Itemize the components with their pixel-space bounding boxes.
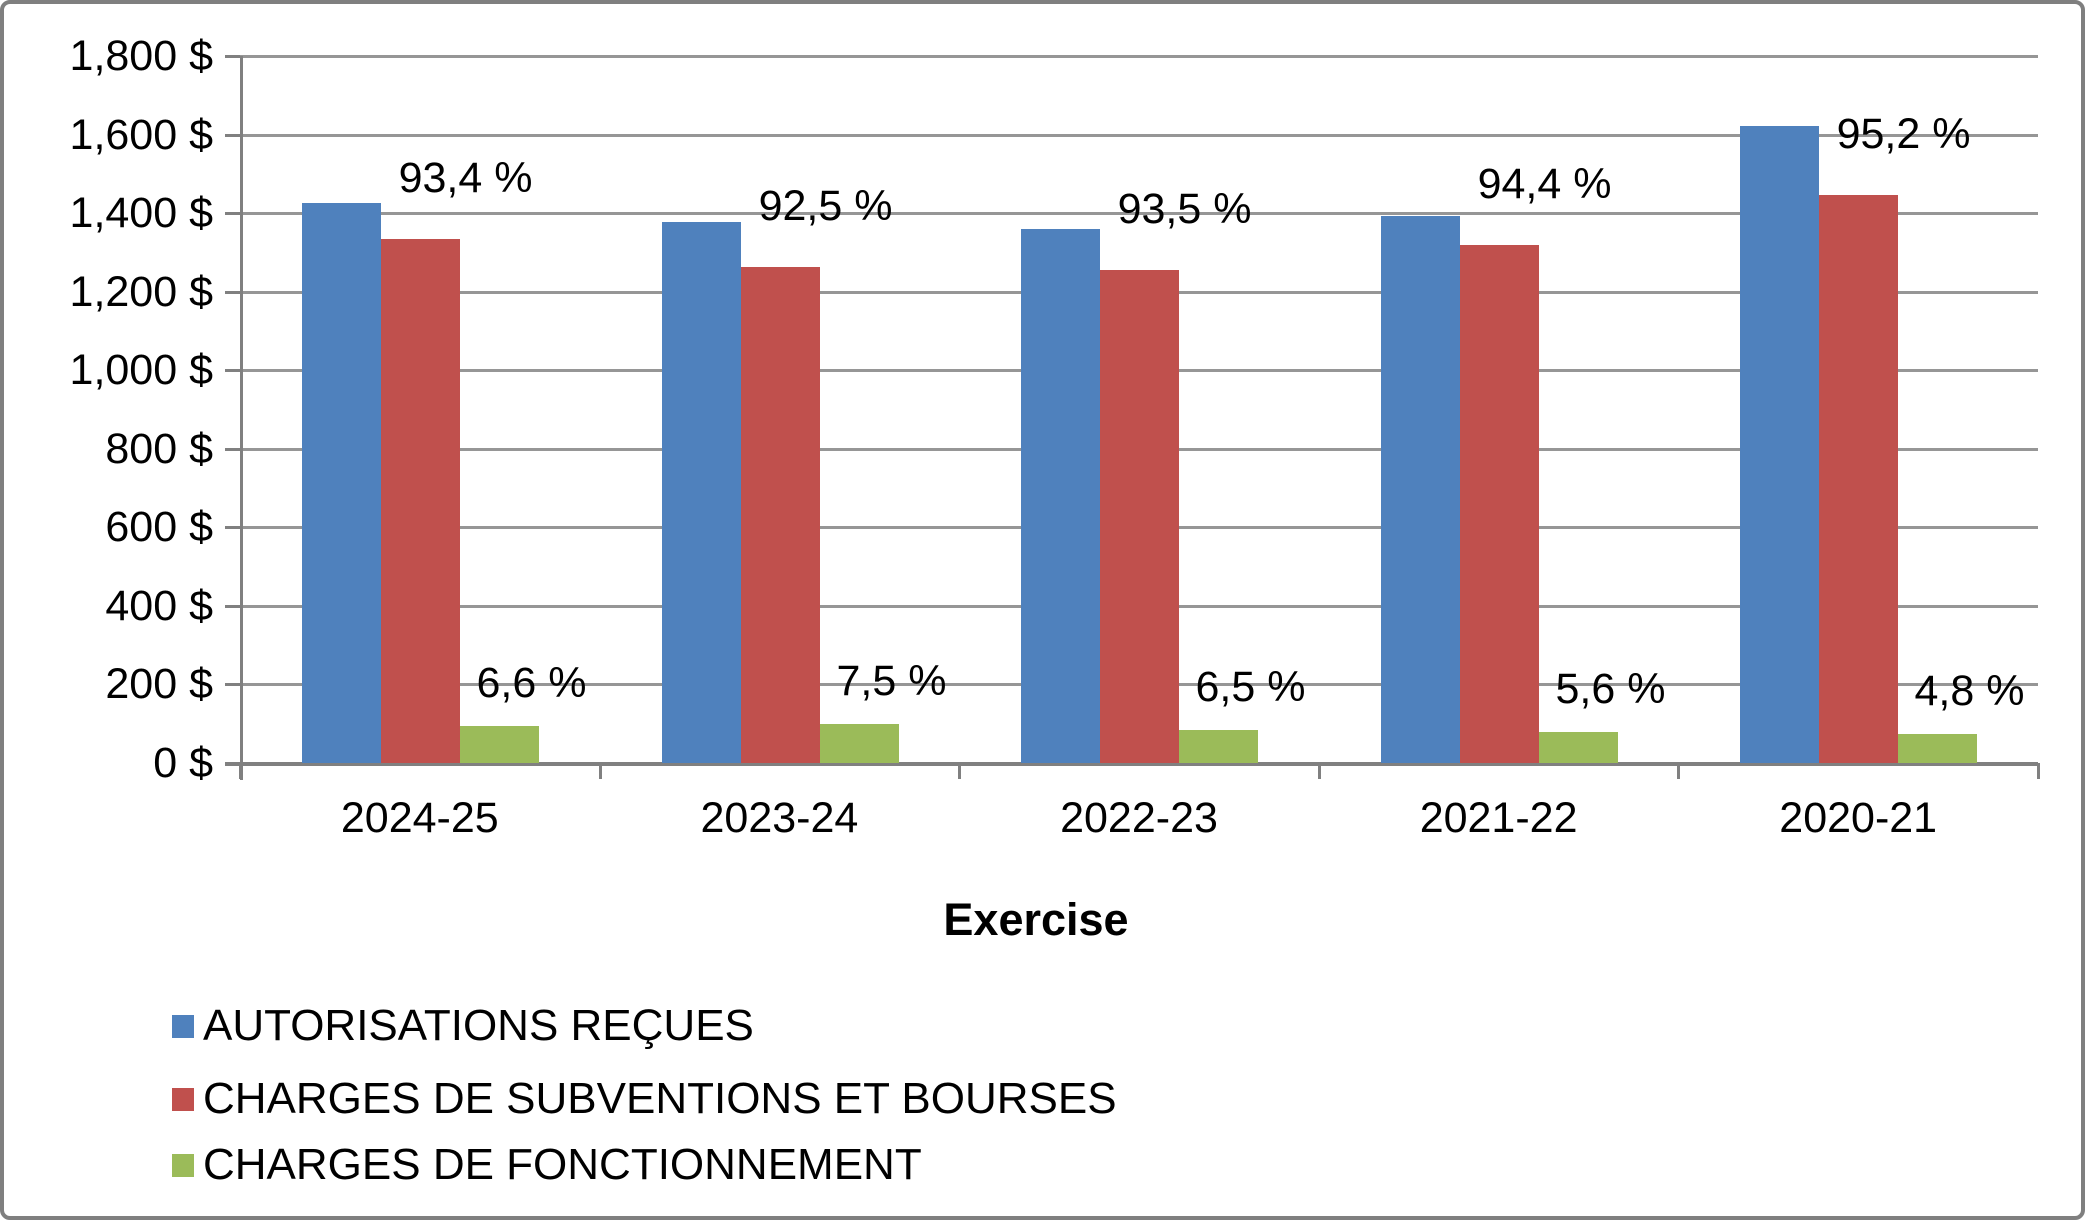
- x-axis-category-label: 2021-22: [1419, 794, 1578, 842]
- gridline: [240, 133, 2038, 137]
- y-axis-tick-label: 200 $: [105, 660, 213, 709]
- x-axis-category-label: 2024-25: [340, 794, 499, 842]
- y-axis-tick-label: 1,200 $: [69, 267, 213, 316]
- y-axis-tick: [225, 604, 240, 608]
- y-axis-tick: [225, 133, 240, 137]
- bar-value-label: 6,6 %: [476, 659, 587, 707]
- gridline: [240, 212, 2038, 216]
- y-axis-tick-label: 0 $: [153, 739, 213, 787]
- legend-label: AUTORISATIONS REÇUES: [203, 1001, 754, 1050]
- bar-fonctionnement-2023-24: [820, 724, 899, 763]
- x-axis-title: Exercise: [943, 894, 1129, 945]
- y-axis-tick: [225, 683, 240, 687]
- y-axis-tick: [225, 369, 240, 373]
- legend-swatch-icon: [172, 1153, 194, 1177]
- bar-subventions-2021-22: [1460, 245, 1539, 763]
- bar-autorisations-2022-23: [1021, 229, 1100, 763]
- bar-value-label: 6,5 %: [1195, 663, 1306, 711]
- bar-value-label: 93,5 %: [1117, 185, 1252, 233]
- legend-swatch-icon: [172, 1014, 194, 1038]
- legend-item: AUTORISATIONS REÇUES: [172, 1003, 754, 1049]
- legend-swatch-icon: [172, 1087, 194, 1111]
- bar-subventions-2020-21: [1819, 195, 1898, 763]
- gridline: [240, 55, 2038, 58]
- bar-value-label: 94,4 %: [1477, 160, 1612, 208]
- y-axis-tick: [225, 290, 240, 294]
- bar-value-label: 5,6 %: [1555, 665, 1666, 713]
- y-axis-tick-label: 1,800 $: [69, 32, 213, 80]
- x-axis-tick: [958, 763, 962, 779]
- y-axis-tick: [225, 55, 240, 58]
- x-axis-category-label: 2022-23: [1060, 794, 1218, 842]
- y-axis-tick-label: 600 $: [105, 503, 213, 552]
- legend-label: CHARGES DE FONCTIONNEMENT: [203, 1140, 922, 1189]
- bar-value-label: 95,2 %: [1836, 110, 1971, 158]
- bar-value-label: 4,8 %: [1914, 667, 2025, 715]
- y-axis-tick-label: 1,600 $: [69, 110, 213, 159]
- x-axis-tick: [1317, 763, 1321, 779]
- x-axis-tick: [598, 763, 602, 779]
- bar-autorisations-2020-21: [1740, 126, 1819, 763]
- bar-autorisations-2023-24: [662, 222, 741, 763]
- bar-subventions-2024-25: [381, 239, 460, 763]
- bar-value-label: 93,4 %: [398, 154, 533, 202]
- x-axis-tick: [2037, 763, 2040, 779]
- bar-fonctionnement-2021-22: [1539, 732, 1618, 763]
- y-axis-tick: [225, 526, 240, 530]
- y-axis-tick-label: 400 $: [105, 581, 213, 630]
- bar-subventions-2023-24: [741, 267, 820, 763]
- bar-autorisations-2024-25: [302, 203, 381, 763]
- x-axis-category-label: 2020-21: [1779, 794, 1938, 842]
- bar-fonctionnement-2020-21: [1898, 734, 1977, 763]
- bar-value-label: 92,5 %: [758, 182, 893, 230]
- legend-item: CHARGES DE SUBVENTIONS ET BOURSES: [172, 1076, 1117, 1122]
- x-axis-tick: [1677, 763, 1681, 779]
- bar-subventions-2022-23: [1100, 270, 1179, 763]
- x-axis-line: [225, 762, 2038, 766]
- bar-autorisations-2021-22: [1381, 216, 1460, 763]
- legend-item: CHARGES DE FONCTIONNEMENT: [172, 1142, 922, 1188]
- y-axis-tick: [225, 212, 240, 216]
- x-axis-category-label: 2023-24: [700, 794, 859, 842]
- legend-label: CHARGES DE SUBVENTIONS ET BOURSES: [203, 1074, 1117, 1123]
- y-axis-line: [240, 56, 243, 780]
- y-axis-tick-label: 1,400 $: [69, 189, 213, 238]
- y-axis-tick: [225, 447, 240, 451]
- bar-value-label: 7,5 %: [836, 657, 947, 705]
- bar-fonctionnement-2024-25: [460, 726, 539, 763]
- y-axis-tick-label: 1,000 $: [69, 346, 213, 395]
- y-axis-tick-label: 800 $: [105, 424, 213, 473]
- bar-fonctionnement-2022-23: [1179, 730, 1258, 763]
